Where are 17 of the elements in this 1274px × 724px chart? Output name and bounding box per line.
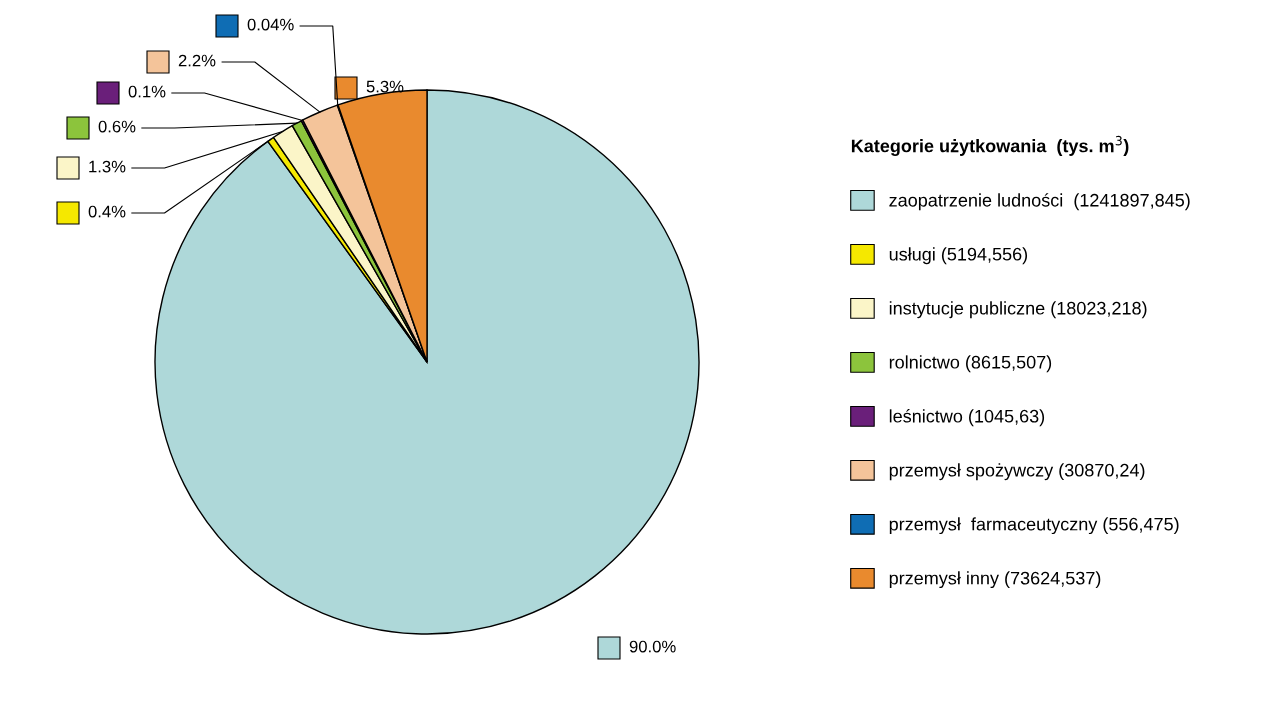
legend-title: Kategorie użytkowania (tys. m$^{3}$) [851, 135, 1129, 156]
data-label: 0.04% [247, 18, 294, 31]
legend-label: usługi (5194,556) [889, 247, 1028, 265]
legend-label: instytucje publiczne (18023,218) [889, 301, 1147, 319]
legend-label: przemysł spożywczy (30870,24) [889, 463, 1145, 481]
legend-label: zaopatrzenie ludności (1241897,845) [889, 193, 1190, 211]
legend-label: przemysł farmaceutyczny (556,475) [889, 517, 1179, 535]
data-label: 0.1% [128, 85, 166, 98]
legend-label: leśnictwo (1045,63) [889, 409, 1045, 427]
legend-label: rolnictwo (8615,507) [889, 355, 1052, 373]
legend-label: przemysł inny (73624,537) [889, 571, 1101, 589]
data-label: 2.2% [178, 54, 216, 67]
data-label: 5.3% [366, 80, 404, 93]
data-label: 0.4% [88, 205, 126, 218]
data-label: 1.3% [89, 160, 126, 173]
data-label: 0.6% [98, 120, 136, 133]
data-label: 90.0% [629, 640, 676, 653]
